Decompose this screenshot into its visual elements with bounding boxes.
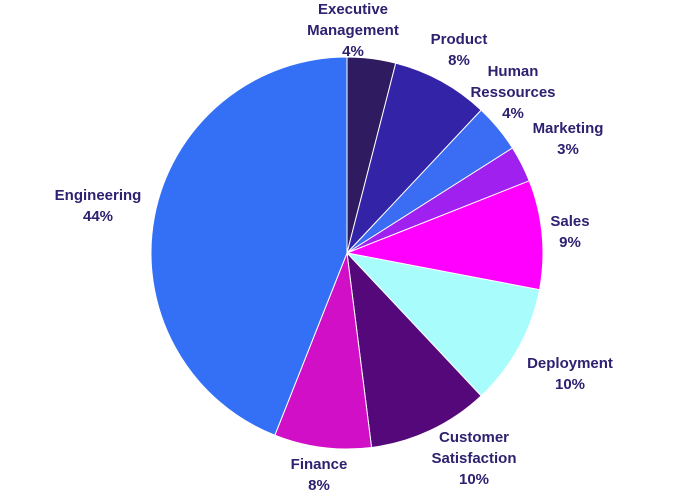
slice-name-label: Human [488, 63, 539, 80]
slice-percent-label: 44% [83, 208, 113, 225]
slice-name-label: Finance [291, 456, 348, 473]
slice-percent-label: 10% [459, 471, 489, 488]
slice-percent-label: 8% [308, 477, 330, 494]
pie-slice-sales [345, 180, 544, 291]
slice-label-customer-satisfaction: Customer Satisfaction 10% [431, 429, 516, 488]
slice-name-label: Executive [318, 1, 388, 18]
pie-slice-deployment [345, 252, 541, 397]
slice-name-label: Ressources [470, 84, 555, 101]
slice-name-label: Engineering [55, 187, 142, 204]
slice-label-deployment: Deployment 10% [527, 355, 613, 393]
slice-label-executive-management: Executive Management 4% [307, 1, 399, 60]
slice-label-marketing: Marketing 3% [533, 120, 604, 158]
slice-name-label: Product [431, 31, 488, 48]
slice-name-label: Management [307, 22, 399, 39]
slice-label-sales: Sales 9% [550, 213, 589, 251]
slice-percent-label: 3% [557, 141, 579, 158]
slice-label-engineering: Engineering 44% [55, 187, 142, 225]
slice-percent-label: 10% [555, 376, 585, 393]
slice-percent-label: 9% [559, 234, 581, 251]
pie-slice-engineering [150, 56, 348, 436]
slice-percent-label: 8% [448, 52, 470, 69]
slice-name-label: Marketing [533, 120, 604, 137]
pie-slice-customer-satisfaction [346, 251, 482, 449]
slice-percent-label: 4% [342, 43, 364, 60]
pie-slices [150, 56, 544, 450]
slice-label-finance: Finance 8% [291, 456, 348, 494]
slice-percent-label: 4% [502, 105, 524, 122]
pie-slice-product [346, 62, 482, 254]
pie-slice-finance [274, 252, 373, 450]
slice-name-label: Satisfaction [431, 450, 516, 467]
pie-labels: Executive Management 4% Product 8% Human Resso… [55, 1, 613, 494]
slice-label-human-ressources: Human Ressources 4% [470, 63, 555, 122]
slice-name-label: Deployment [527, 355, 613, 372]
slice-name-label: Sales [550, 213, 589, 230]
slice-label-product: Product 8% [431, 31, 488, 69]
slice-name-label: Customer [439, 429, 509, 446]
